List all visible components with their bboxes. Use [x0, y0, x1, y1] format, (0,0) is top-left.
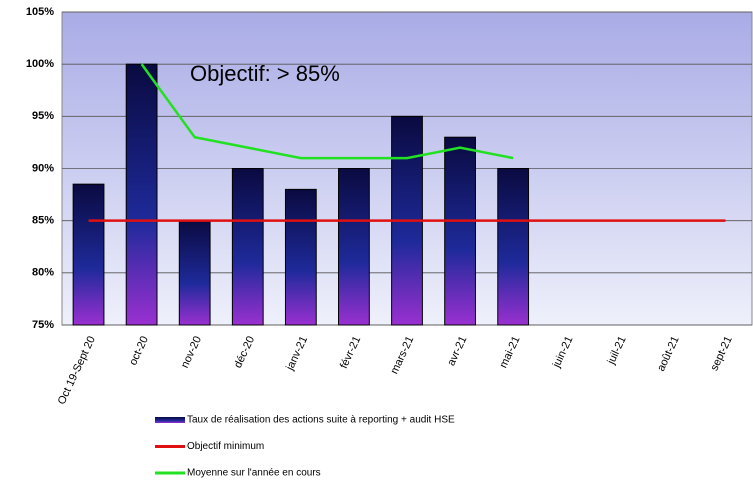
- legend-label: Moyenne sur l'année en cours: [187, 468, 321, 479]
- y-tick-label: 75%: [32, 319, 54, 331]
- x-tick-label: juil-21: [605, 334, 629, 367]
- line: [140, 63, 514, 160]
- legend-label: Objectif minimum: [187, 441, 264, 452]
- bar: [72, 183, 105, 326]
- bar: [338, 168, 370, 326]
- y-tick-label: 105%: [26, 6, 54, 18]
- bar: [125, 63, 158, 326]
- bar: [497, 168, 530, 326]
- y-tick-label: 80%: [32, 267, 54, 279]
- x-tick-label: déc-20: [232, 334, 257, 370]
- x-tick-label: oct-20: [127, 334, 151, 367]
- y-tick-label: 100%: [26, 58, 54, 70]
- x-tick-label: nov-20: [179, 334, 204, 370]
- x-tick-label: avr-21: [445, 334, 469, 367]
- bar: [231, 168, 264, 326]
- y-tick-label: 95%: [32, 110, 54, 122]
- x-tick-label: janv-21: [284, 334, 311, 373]
- x-tick-label: Oct 19-Sept 20: [56, 334, 98, 406]
- legend-label: Taux de réalisation des actions suite à …: [187, 415, 455, 426]
- annotation: Objectif: > 85%: [190, 61, 340, 86]
- x-tick-label: févr-21: [338, 334, 363, 370]
- y-tick-label: 85%: [32, 215, 54, 227]
- x-tick-label: mai-21: [497, 334, 522, 370]
- x-tick-label: juin-21: [550, 334, 575, 370]
- bar: [178, 220, 211, 326]
- x-tick-label: mars-21: [388, 334, 416, 376]
- legend-swatch: [155, 417, 185, 423]
- y-tick-label: 90%: [32, 162, 54, 174]
- bar: [444, 136, 476, 326]
- x-tick-label: sept-21: [708, 334, 734, 372]
- bar: [284, 188, 317, 326]
- x-tick-label: août-21: [655, 334, 682, 373]
